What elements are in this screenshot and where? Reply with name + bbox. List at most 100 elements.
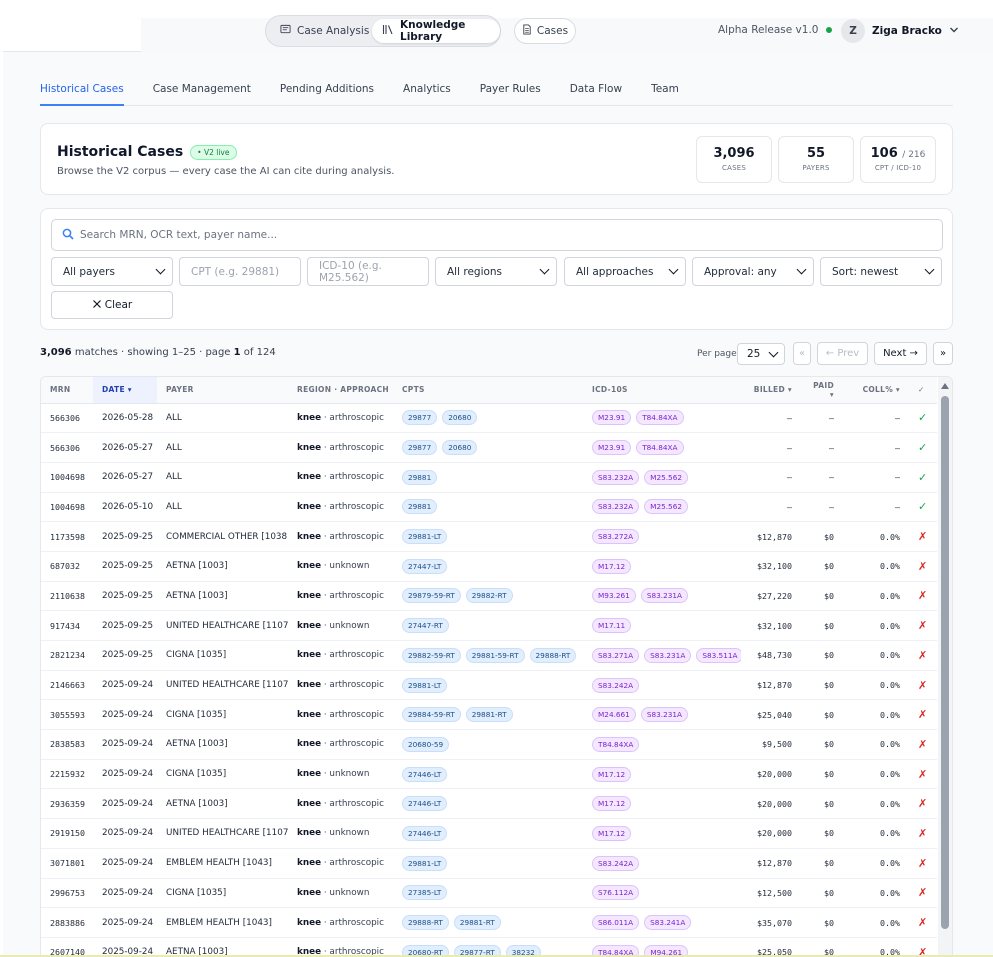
tab-analytics[interactable]: Analytics [403,83,451,95]
icd-chip[interactable]: M25.562 [644,499,688,515]
icd-chip[interactable]: M23.91 [592,410,632,426]
icd-chip[interactable]: S83.242A [592,855,640,871]
icd-chip[interactable]: T84.84XA [592,736,640,752]
cpt-chip[interactable]: 29881-RT [465,707,513,723]
cases-button[interactable]: Cases [514,18,576,44]
icd-chip[interactable]: S83.511A [696,647,741,663]
col-billed[interactable]: BILLED ▾ [741,377,801,404]
col-region[interactable]: REGION · APPROACH [288,377,393,404]
icd-chip[interactable]: M24.661 [592,707,636,723]
icd-chip[interactable]: S83.242A [592,677,640,693]
table-row[interactable]: 2215932 2025-09-24 CIGNA [1035] knee · unkn… [41,759,937,790]
cpt-chip[interactable]: 29881 [402,499,438,515]
first-page-button[interactable]: « [793,342,811,365]
payer-select[interactable]: All payers [51,257,173,286]
mode-case-analysis[interactable]: Case Analysis [270,19,379,43]
cpt-chip[interactable]: 20680-RT [402,944,449,957]
tab-payer-rules[interactable]: Payer Rules [479,83,541,95]
cpt-chip[interactable]: 20680-59 [402,736,450,752]
clear-button[interactable]: Clear [51,291,173,319]
table-scrollbar[interactable] [938,377,952,957]
table-row[interactable]: 2883886 2025-09-24 EMBLEM HEALTH [1043] kne… [41,907,937,938]
cpt-chip[interactable]: 29881-LT [402,677,448,693]
table-row[interactable]: 1004698 2026-05-27 ALL knee · arthroscopic 2… [41,462,937,493]
cpt-chip[interactable]: 29877-RT [453,944,501,957]
table-row[interactable]: 2838583 2025-09-24 AETNA [1003] knee · arth… [41,729,937,760]
icd-chip[interactable]: S76.112A [592,885,640,901]
icd-chip[interactable]: M25.562 [644,469,688,485]
cpt-chip[interactable]: 29882-RT [465,588,513,604]
table-row[interactable]: 566306 2026-05-27 ALL knee · arthroscopic 29… [41,432,937,463]
icd-chip[interactable]: M93.261 [592,588,636,604]
cpt-chip[interactable]: 27446-LT [402,825,448,841]
cpt-chip[interactable]: 29884-59-RT [402,707,461,723]
table-row[interactable]: 2996753 2025-09-24 CIGNA [1035] knee · unkn… [41,878,937,909]
cpt-chip[interactable]: 29882-59-RT [402,647,461,663]
table-row[interactable]: 917434 2025-09-25 UNITED HEALTHCARE [1107]… [41,610,937,641]
tab-team[interactable]: Team [651,83,679,95]
icd-chip[interactable]: S83.231A [640,707,688,723]
user-menu[interactable]: Z Ziga Bracko [841,19,959,43]
per-page-select[interactable]: 25 [737,343,785,365]
col-date[interactable]: DATE ▾ [93,377,157,404]
mode-knowledge-library[interactable]: Knowledge Library [372,19,500,43]
col-approved[interactable]: ✓ [909,377,937,404]
tab-pending-additions[interactable]: Pending Additions [279,83,375,95]
cpt-filter-input[interactable]: CPT (e.g. 29881) [179,257,301,286]
icd-chip[interactable]: M17.12 [592,796,632,812]
col-paid[interactable]: PAID ▾ [801,377,843,404]
table-row[interactable]: 2919150 2025-09-24 UNITED HEALTHCARE [1107… [41,818,937,849]
table-row[interactable]: 2821234 2025-09-25 CIGNA [1035] knee · arth… [41,640,937,671]
tab-case-management[interactable]: Case Management [152,83,251,95]
col-payer[interactable]: PAYER [157,377,288,404]
cpt-chip[interactable]: 29877 [402,410,438,426]
icd-chip[interactable]: S83.231A [640,588,688,604]
scrollbar-thumb[interactable] [941,396,949,929]
icd-chip[interactable]: S83.231A [644,647,692,663]
region-select[interactable]: All regions [435,257,557,286]
table-row[interactable]: 687032 2025-09-25 AETNA [1003] knee · unkno… [41,551,937,582]
icd-chip[interactable]: M94.261 [644,944,689,957]
scroll-up-icon[interactable] [941,383,949,389]
icd-chip[interactable]: S83.272A [592,529,640,545]
next-page-button[interactable]: Next → [874,342,927,365]
icd-chip[interactable]: T84.84XA [592,944,640,957]
search-input[interactable]: Search MRN, OCR text, payer name... [51,219,943,251]
cpt-chip[interactable]: 20680 [442,440,478,456]
icd-chip[interactable]: M17.12 [592,558,632,574]
table-row[interactable]: 2146663 2025-09-24 UNITED HEALTHCARE [1107… [41,670,937,701]
cpt-chip[interactable]: 29877 [402,440,438,456]
icd-chip[interactable]: S83.232A [592,469,640,485]
cpt-chip[interactable]: 38232 [505,944,541,957]
icd-chip[interactable]: M17.12 [592,825,632,841]
cpt-chip[interactable]: 29881-LT [402,529,448,545]
cpt-chip[interactable]: 29881-RT [453,915,501,931]
col-icds[interactable]: ICD-10S [583,377,741,404]
cpt-chip[interactable]: 20680 [442,410,478,426]
cpt-chip[interactable]: 27447-LT [402,558,448,574]
approach-select[interactable]: All approaches [564,257,686,286]
cpt-chip[interactable]: 29881 [402,469,438,485]
cpt-chip[interactable]: 29881-59-RT [465,647,525,663]
icd-chip[interactable]: M23.91 [592,440,632,456]
table-row[interactable]: 3055593 2025-09-24 CIGNA [1035] knee · arth… [41,699,937,731]
prev-page-button[interactable]: ← Prev [817,342,868,365]
last-page-button[interactable]: » [933,342,953,365]
sort-select[interactable]: Sort: newest [820,257,942,286]
icd-chip[interactable]: S83.232A [592,499,640,515]
table-row[interactable]: 1173598 2025-09-25 COMMERCIAL OTHER [1038]… [41,521,937,552]
cpt-chip[interactable]: 27447-RT [402,618,449,634]
icd-chip[interactable]: M17.11 [592,618,632,634]
icd-filter-input[interactable]: ICD-10 (e.g. M25.562) [307,257,429,286]
icd-chip[interactable]: M17.12 [592,766,632,782]
approval-select[interactable]: Approval: any [692,257,814,286]
col-cpts[interactable]: CPTS [393,377,583,404]
cpt-chip[interactable]: 27446-LT [402,766,448,782]
cpt-chip[interactable]: 29881-LT [402,855,448,871]
table-row[interactable]: 2110638 2025-09-25 AETNA [1003] knee · arth… [41,581,937,612]
icd-chip[interactable]: S86.011A [592,915,640,931]
icd-chip[interactable]: S83.241A [644,915,692,931]
col-mrn[interactable]: MRN [41,377,93,404]
col-coll[interactable]: COLL% ▾ [843,377,909,404]
icd-chip[interactable]: S83.271A [592,647,640,663]
